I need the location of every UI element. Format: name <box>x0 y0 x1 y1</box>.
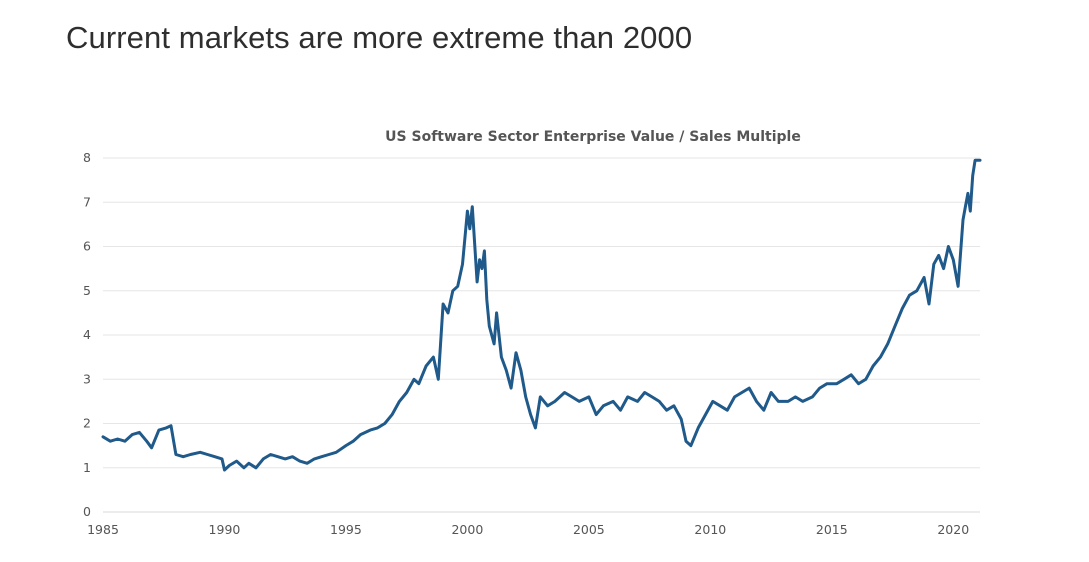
gridlines <box>103 157 980 513</box>
x-tick-label: 2000 <box>451 522 483 537</box>
y-tick-label: 0 <box>83 504 91 519</box>
x-tick-label: 2010 <box>694 522 726 537</box>
y-tick-label: 1 <box>83 460 91 475</box>
x-tick-label: 2015 <box>816 522 848 537</box>
x-tick-label: 1990 <box>209 522 241 537</box>
y-tick-label: 5 <box>83 283 91 298</box>
x-tick-label: 2020 <box>937 522 969 537</box>
y-tick-label: 8 <box>83 150 91 165</box>
chart-title: US Software Sector Enterprise Value / Sa… <box>385 129 801 145</box>
y-tick-label: 2 <box>83 416 91 431</box>
x-tick-label: 1995 <box>330 522 362 537</box>
series-line <box>101 158 982 472</box>
y-tick-label: 3 <box>83 371 91 386</box>
y-tick-label: 7 <box>83 194 91 209</box>
x-axis-ticks: 1985 1990 1995 2000 2005 2010 2015 2020 <box>87 522 969 537</box>
y-tick-label: 4 <box>83 327 91 342</box>
y-tick-label: 6 <box>83 239 91 254</box>
y-axis-ticks: 0 1 2 3 4 5 6 7 8 <box>83 150 91 519</box>
x-tick-label: 2005 <box>573 522 605 537</box>
slide-title: Current markets are more extreme than 20… <box>66 20 693 55</box>
x-tick-label: 1985 <box>87 522 119 537</box>
